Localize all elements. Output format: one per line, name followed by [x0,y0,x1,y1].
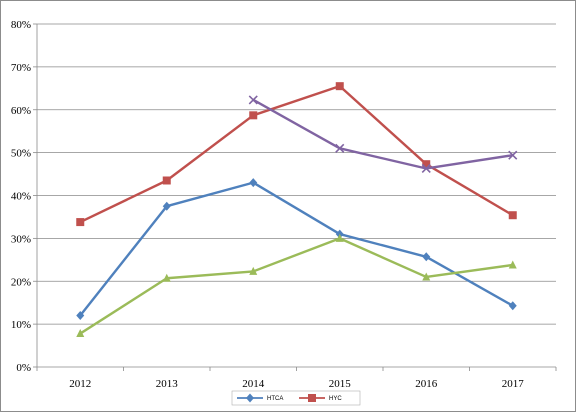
series-line [79,237,513,335]
series-line [79,84,514,224]
legend-item: HYC [299,394,342,402]
data-point-triangle [508,260,517,269]
data-point-square [249,111,258,120]
data-point-diamond [508,301,517,311]
data-point-diamond [246,393,254,403]
y-tick-label: 50% [11,148,31,160]
series-hyc [76,82,517,227]
data-point-square [162,176,171,185]
data-point-square [422,160,431,169]
y-tick-label: 20% [11,276,31,288]
x-tick-label: 2012 [69,378,91,390]
x-tick-label: 2015 [329,378,352,390]
y-tick-label: 0% [16,362,31,374]
gridlines [37,23,556,325]
y-axis-ticks: 0% 10% 20% 30% 40% 50% 60% 70% 80% [11,19,37,374]
series-group [76,82,518,338]
data-point-diamond [162,201,171,211]
data-point-x [335,143,345,153]
y-tick-label: 60% [11,105,31,117]
x-tick-label: 2014 [242,378,265,390]
legend: HTCA HYC [231,390,361,406]
x-axis-ticks: 2012 2013 2014 2015 2016 2017 [36,367,557,390]
y-tick-label: 80% [11,19,31,31]
data-point-square [308,394,316,402]
data-point-diamond [422,252,431,262]
data-point-diamond [249,178,258,188]
legend-item: HTCA [237,393,283,403]
data-point-x [248,95,258,105]
data-point-triangle [249,266,258,275]
series-line [252,98,513,170]
series-htca [76,178,517,321]
legend-label: HYC [329,396,342,402]
data-point-triangle [162,273,171,282]
y-tick-label: 40% [11,191,31,203]
data-point-triangle [335,233,344,242]
y-tick-label: 10% [11,319,31,331]
data-point-x [508,150,518,160]
series-3 [248,95,518,174]
data-point-triangle [422,272,431,281]
data-point-square [335,82,344,91]
series-4 [76,233,517,338]
y-tick-label: 30% [11,233,31,245]
series-line [79,181,514,317]
data-point-square [508,211,517,220]
y-tick-label: 70% [11,62,31,74]
x-tick-label: 2013 [156,378,179,390]
data-point-diamond [76,311,85,321]
legend-box [231,390,361,406]
data-point-triangle [76,329,85,338]
legend-label: HTCA [267,396,283,402]
data-point-x [421,163,431,174]
x-tick-label: 2017 [502,378,525,390]
x-tick-label: 2016 [415,378,438,390]
data-point-square [76,218,85,227]
